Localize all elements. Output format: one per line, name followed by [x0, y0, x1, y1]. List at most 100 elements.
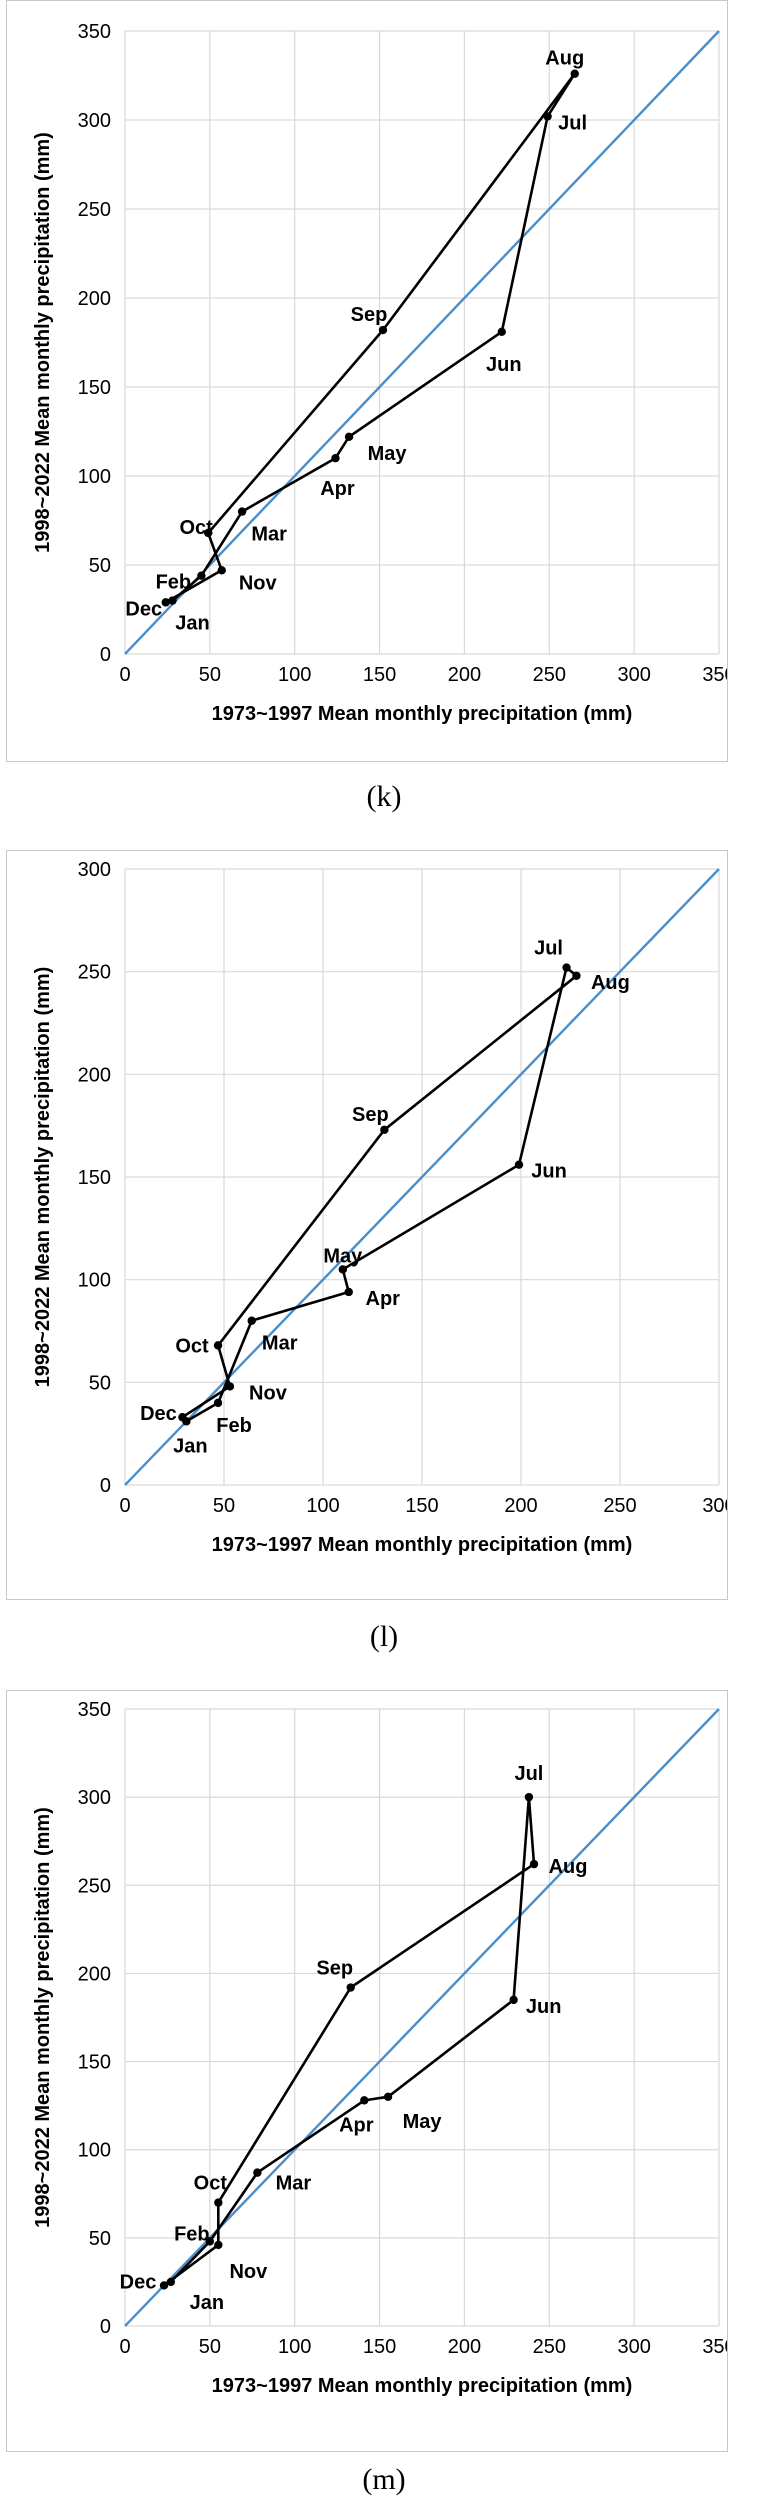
data-label-jan: Jan: [190, 2292, 224, 2314]
data-point-aug: [529, 1859, 539, 1869]
x-tick-label: 50: [199, 664, 221, 686]
y-axis-title: 1998~2022 Mean monthly precipitation (mm…: [32, 132, 54, 553]
data-point-may: [383, 2092, 393, 2102]
y-tick-label: 100: [78, 1270, 111, 1292]
chart-panel-l: 0 50 100 150 200 250 300 0 50 100 150 200 250 300 1973…: [6, 850, 728, 1600]
data-point-jun: [509, 1995, 518, 2005]
data-label-sep: Sep: [352, 1104, 389, 1126]
y-tick-label: 250: [78, 1875, 111, 1897]
x-axis-title: 1973~1997 Mean monthly precipitation (mm…: [212, 703, 633, 725]
y-tick-label: 200: [78, 288, 111, 310]
data-label-may: May: [403, 2111, 443, 2133]
data-point-feb: [213, 1398, 223, 1408]
y-tick-label: 300: [78, 110, 111, 132]
one-to-one-reference-line: [124, 868, 720, 1486]
data-point-apr: [331, 454, 340, 463]
data-point-dec: [178, 1413, 187, 1422]
data-label-feb: Feb: [174, 2223, 210, 2245]
monthly-series-line: [164, 72, 577, 604]
y-axis-title: 1998~2022 Mean monthly precipitation (mm…: [32, 1807, 54, 2228]
data-point-jul: [543, 112, 552, 121]
data-point-apr: [360, 2096, 369, 2105]
y-axis-title: 1998~2022 Mean monthly precipitation (mm…: [32, 967, 54, 1388]
x-tick-label: 200: [448, 2336, 481, 2358]
data-label-dec: Dec: [125, 598, 162, 620]
x-tick-label: 100: [278, 664, 311, 686]
x-tick-label: 150: [405, 1495, 438, 1517]
data-point-mar: [237, 507, 247, 516]
data-point-feb: [197, 571, 206, 580]
data-label-jan: Jan: [173, 1435, 207, 1457]
data-point-mar: [247, 1316, 256, 1325]
x-tick-label: 0: [119, 1495, 130, 1517]
x-tick-label: 0: [119, 664, 130, 686]
monthly-series-line: [162, 1795, 536, 2287]
data-label-sep: Sep: [351, 304, 388, 326]
y-tick-label: 250: [78, 199, 111, 221]
y-tick-label: 200: [78, 1064, 111, 1086]
y-tick-label: 50: [89, 1372, 111, 1394]
y-tick-label: 350: [78, 21, 111, 43]
data-label-apr: Apr: [366, 1288, 401, 1310]
x-tick-label: 250: [533, 2336, 566, 2358]
data-point-jun: [514, 1160, 524, 1169]
x-tick-label: 200: [504, 1495, 537, 1517]
data-point-mar: [253, 2168, 262, 2177]
data-point-aug: [570, 69, 579, 78]
y-tick-label: 300: [78, 859, 111, 881]
data-point-jul: [524, 1792, 534, 1802]
data-label-sep: Sep: [316, 1958, 353, 1980]
data-label-apr: Apr: [320, 478, 355, 500]
data-label-feb: Feb: [156, 572, 192, 594]
x-tick-label: 150: [363, 664, 396, 686]
data-label-jul: Jul: [534, 938, 563, 960]
data-label-mar: Mar: [262, 1333, 298, 1355]
data-label-jun: Jun: [486, 354, 522, 376]
y-tick-label: 250: [78, 962, 111, 984]
x-tick-label: 300: [617, 2336, 650, 2358]
figure-caption-l: (l): [369, 1620, 399, 1653]
data-point-dec: [159, 2281, 169, 2290]
x-tick-label: 250: [603, 1495, 636, 1517]
y-tick-label: 350: [78, 1699, 111, 1721]
x-axis-title: 1973~1997 Mean monthly precipitation (mm…: [212, 2375, 633, 2397]
monthly-series-line: [181, 966, 578, 1423]
data-point-feb: [205, 2237, 215, 2246]
y-tick-label: 50: [89, 2228, 111, 2250]
x-tick-label: 100: [278, 2336, 311, 2358]
one-to-one-reference-line: [124, 30, 720, 655]
data-point-oct: [203, 528, 213, 538]
data-label-nov: Nov: [229, 2261, 268, 2283]
data-point-may: [338, 1265, 347, 1274]
data-label-jul: Jul: [558, 112, 587, 134]
data-point-jul: [562, 963, 571, 972]
data-point-aug: [572, 971, 581, 980]
data-label-jul: Jul: [514, 1763, 543, 1785]
data-label-jan: Jan: [175, 613, 209, 635]
y-tick-label: 150: [78, 2052, 111, 2074]
data-point-oct: [214, 2198, 223, 2207]
y-tick-label: 150: [78, 1167, 111, 1189]
x-tick-label: 350: [702, 2336, 727, 2358]
data-label-jun: Jun: [526, 1996, 562, 2018]
x-axis-title: 1973~1997 Mean monthly precipitation (mm…: [212, 1534, 633, 1556]
data-point-nov: [217, 566, 226, 575]
data-point-jan: [166, 2277, 176, 2287]
x-tick-label: 350: [702, 664, 727, 686]
chart-k: 0 50 100 150 200 250 300 350 0 50 100 150 200 250 300 3…: [32, 21, 727, 725]
chart-panel-k: 0 50 100 150 200 250 300 350 0 50 100 150 200 250 300 3…: [6, 0, 728, 762]
y-tick-label: 0: [100, 1475, 111, 1497]
data-label-oct: Oct: [194, 2173, 228, 2195]
data-point-jan: [168, 596, 177, 605]
x-tick-label: 200: [448, 664, 481, 686]
data-label-aug: Aug: [545, 48, 584, 70]
y-tick-label: 0: [100, 644, 111, 666]
figure-caption-k: (k): [366, 780, 402, 813]
data-label-apr: Apr: [339, 2114, 374, 2136]
chart-l: 0 50 100 150 200 250 300 0 50 100 150 200 250 300 1973…: [32, 859, 727, 1556]
data-label-aug: Aug: [591, 972, 630, 994]
x-tick-label: 300: [617, 664, 650, 686]
chart-panel-m: 0 50 100 150 200 250 300 350 0 50 100 150 200 250 300 3…: [6, 1690, 728, 2452]
figure-caption-m: (m): [362, 2463, 406, 2496]
data-label-aug: Aug: [549, 1856, 588, 1878]
